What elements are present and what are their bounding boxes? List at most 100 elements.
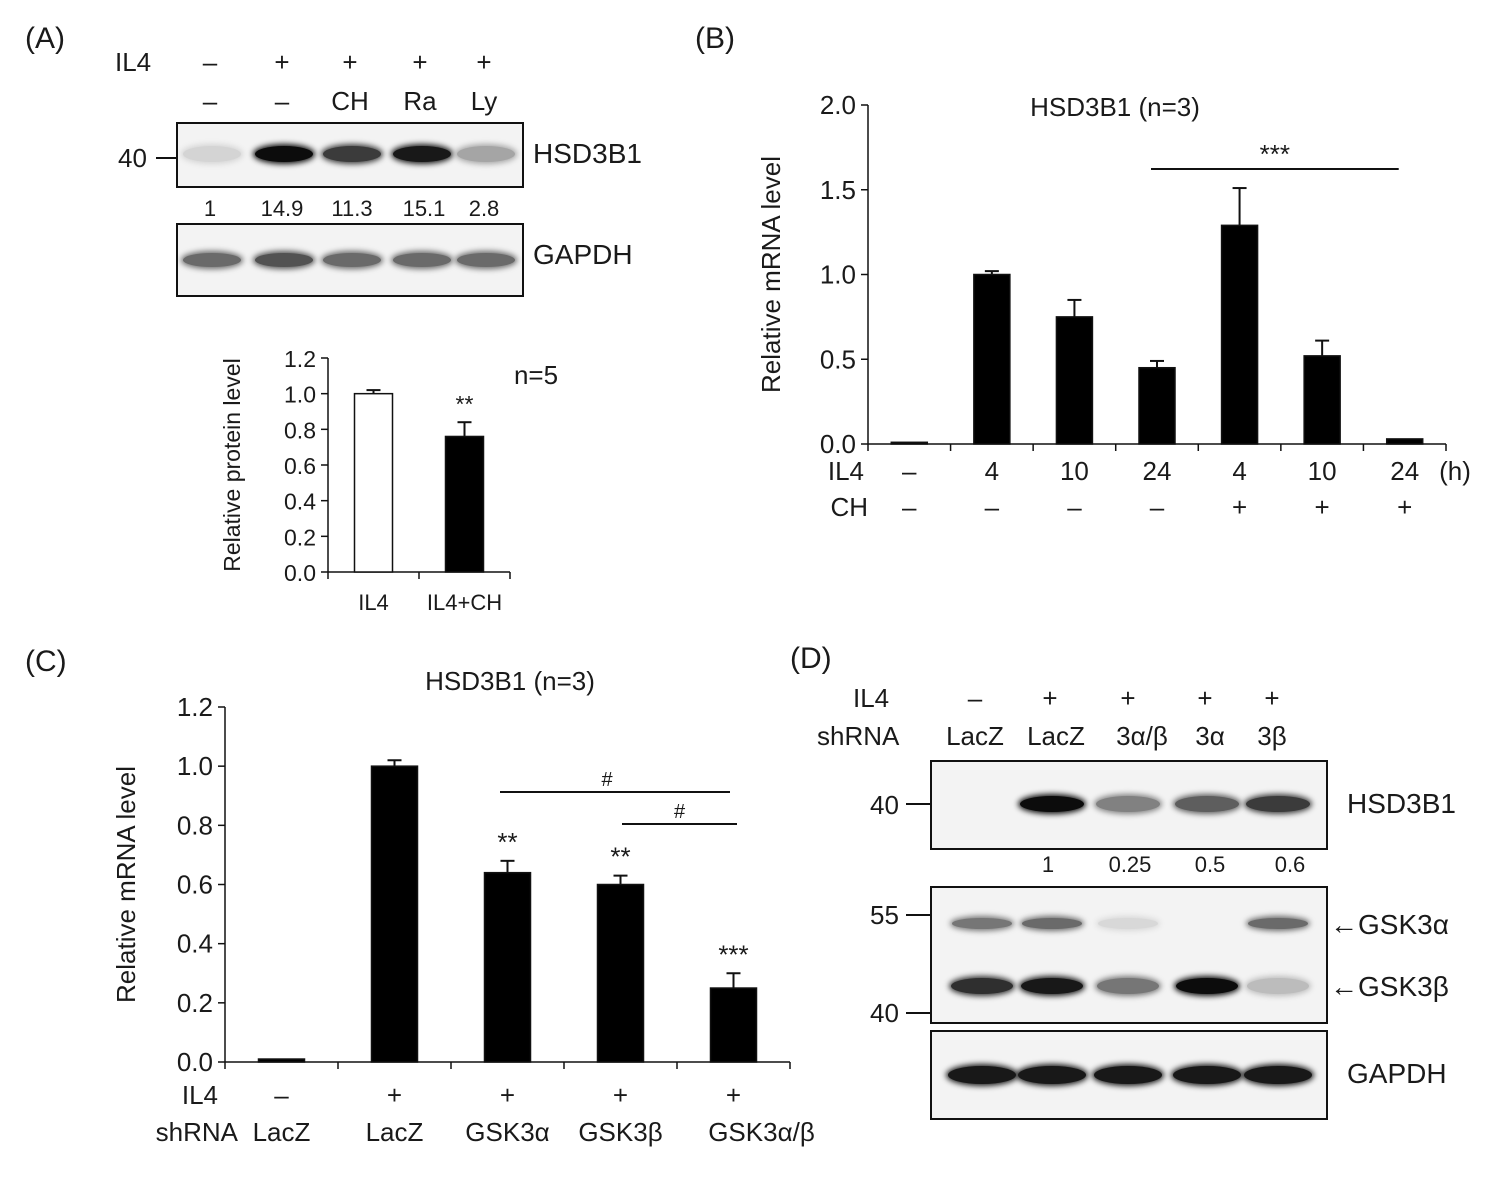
bar [1220,224,1259,445]
bar [1055,316,1094,445]
panel-d-il4-mark: + [1197,683,1213,713]
panel-a-hsd3b1-blot [176,122,524,188]
bar [596,883,645,1063]
x-category-label: GSK3α [465,1117,549,1147]
bar [444,435,485,573]
x-ch-mark: – [985,492,1000,522]
x-category-label: 10 [1308,456,1337,486]
x-category-label: 24 [1390,456,1419,486]
panel-a-gapdh-band [183,253,241,267]
x-ch-mark: + [1397,492,1412,522]
y-tick-label: 0.8 [177,810,213,840]
x-category-label: LacZ [366,1117,424,1147]
panel-d-gsk-mw-55-tick [906,914,930,916]
panel-d-gsk3a-band [1098,918,1158,929]
x-il4-mark: + [613,1080,628,1110]
significance-marker: *** [718,939,748,969]
x-category-label: GSK3β [578,1117,662,1147]
y-axis-label: Relative protein level [219,358,245,572]
x-unit-label: (h) [1439,456,1471,486]
panel-a-gapdh-blot [176,223,524,297]
x-category-label: – [902,456,917,486]
panel-a-gapdh-band [323,253,381,267]
panel-a-hsd3b1-label: HSD3B1 [533,138,642,169]
panel-c-label: (C) [25,645,67,678]
x-ch-mark: – [1150,492,1165,522]
y-tick-label: 1.2 [177,692,213,722]
panel-a-il4-row-label: IL4 [115,47,152,77]
panel-d-hsd3b1-band [1096,796,1160,812]
panel-d-hsd3b1-mw-tick [906,803,930,805]
panel-d-gsk3b-label: ←GSK3β [1330,971,1449,1002]
panel-a-hsd3b1-band [393,146,451,162]
panel-d-shrna-name: 3α [1195,721,1225,751]
panel-d-shrna-name: LacZ [946,721,1004,751]
y-tick-label: 0.4 [177,929,213,959]
panel-d-gsk3b-band [1097,978,1159,994]
y-tick-label: 0.4 [284,489,316,515]
significance-marker: ** [610,842,630,872]
bar [257,1058,306,1063]
y-tick-label: 0.6 [284,453,316,479]
panel-a-mw-tick [156,157,176,159]
panel-d-quant-value: 0.6 [1274,852,1306,877]
panel-d-gsk-mw-40: 40 [870,998,899,1028]
y-axis-label: Relative mRNA level [756,156,786,393]
panel-d-hsd3b1-band [1020,796,1084,812]
bar [370,765,419,1063]
panel-d-gapdh-band [948,1066,1016,1084]
panel-a-quant-value: 11.3 [331,196,373,221]
y-tick-label: 0.8 [284,417,316,443]
x-il4-mark: + [726,1080,741,1110]
panel-a-quant-value: 2.8 [468,196,500,221]
bar [1138,366,1176,445]
panel-d-gsk3a-band [1248,918,1308,929]
x-ch-mark: + [1232,492,1247,522]
x-category-label: 24 [1143,456,1172,486]
x-row-label-shrna: shRNA [156,1117,239,1147]
panel-a-treatment-mark: – [274,86,290,116]
significance-marker: # [674,801,686,823]
panel-d-gsk3a-label: ←GSK3α [1330,909,1449,940]
panel-b-label: (B) [695,22,735,55]
panel-d-il4-mark: – [967,683,983,713]
bar [1385,438,1424,445]
panel-a-il4-mark: + [412,47,428,77]
panel-d-shrna-name: LacZ [1027,721,1085,751]
x-il4-mark: + [387,1080,402,1110]
panel-d-gsk3b-band [1021,978,1083,994]
x-ch-mark: – [1067,492,1082,522]
x-row-label-ch: CH [830,492,868,522]
panel-d-gsk3a-band [952,918,1012,929]
bar [890,441,929,445]
panel-d-gapdh-label: GAPDH [1347,1058,1447,1089]
significance-marker: # [601,769,613,791]
panel-a-quant-value: 15.1 [402,196,446,221]
panel-d-gsk-mw-40-tick [906,1012,930,1014]
panel-d-gsk-mw-55: 55 [870,900,899,930]
panel-a-il4-mark: – [202,47,218,77]
panel-d-il4-row-label: IL4 [853,683,890,713]
panel-d-gsk3b-band [1247,978,1309,994]
y-axis-label: Relative mRNA level [111,766,141,1003]
chart-title: HSD3B1 (n=3) [1030,92,1200,122]
panel-a-il4-mark: + [274,47,290,77]
panel-a-hsd3b1-band [323,146,381,162]
panel-a-treatment-mark: Ra [403,86,437,116]
x-ch-mark: + [1315,492,1330,522]
y-tick-label: 2.0 [820,90,856,120]
panel-d-il4-mark: + [1264,683,1280,713]
panel-d-il4-mark: + [1042,683,1058,713]
panel-a-treatment-mark: CH [331,86,369,116]
panel-d-quant-value: 0.25 [1108,852,1152,877]
y-tick-label: 1.0 [284,382,316,408]
x-category-label: IL4+CH [427,590,502,615]
panel-d-shrna-name: 3β [1257,721,1287,751]
panel-d-gapdh-blot [930,1030,1328,1120]
panel-a-gapdh-label: GAPDH [533,239,633,270]
x-il4-mark: + [500,1080,515,1110]
y-tick-label: 0.2 [284,524,316,550]
y-tick-label: 0.0 [820,429,856,459]
